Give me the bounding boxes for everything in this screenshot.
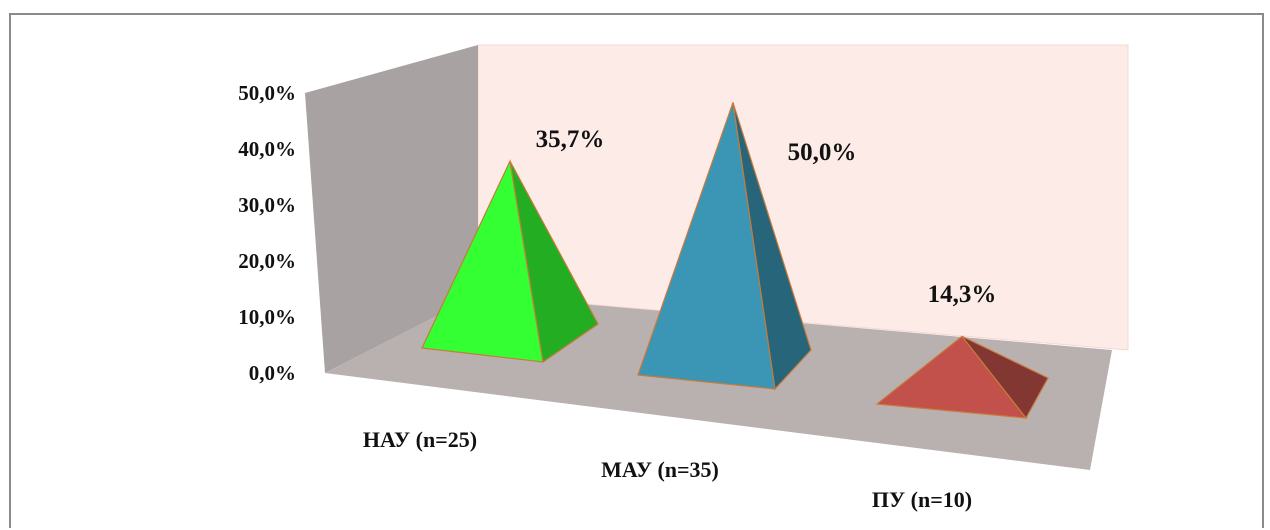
- pyramid-side-face: [732, 102, 812, 391]
- data-label: 50,0%: [788, 139, 857, 166]
- data-label: 14,3%: [928, 281, 997, 308]
- category-label: МАУ (n=35): [601, 457, 719, 482]
- pyramid-side-face: [961, 335, 1049, 420]
- category-label: НАУ (n=25): [363, 427, 477, 452]
- data-label: 35,7%: [536, 126, 605, 153]
- y-tick-label: 0,0%: [249, 361, 296, 385]
- category-label: ПУ (n=10): [872, 487, 972, 512]
- side-wall: [305, 45, 478, 373]
- y-tick-label: 50,0%: [238, 81, 296, 105]
- pyramid-side-face: [509, 160, 599, 364]
- y-tick-label: 20,0%: [238, 249, 296, 273]
- y-tick-label: 30,0%: [238, 193, 296, 217]
- y-tick-label: 10,0%: [238, 305, 296, 329]
- chart-labels: 0,0% 10,0% 20,0% 30,0% 40,0% 50,0% 35,7% НАУ (n…: [238, 81, 996, 512]
- chart-pyramids: [421, 102, 1049, 420]
- y-tick-label: 40,0%: [238, 137, 296, 161]
